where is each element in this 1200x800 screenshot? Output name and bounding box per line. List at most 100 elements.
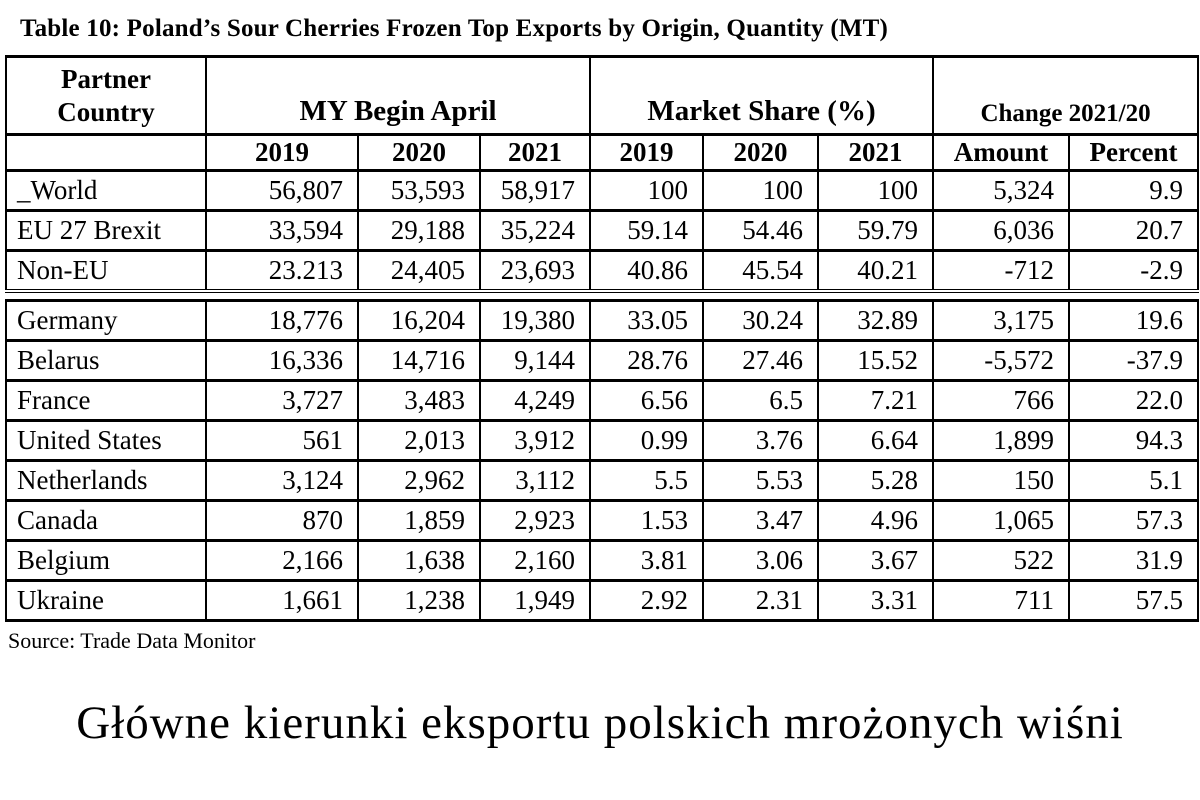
value-cell: 9.9 bbox=[1068, 169, 1200, 212]
value-cell: 59.79 bbox=[817, 209, 935, 252]
value-cell: 54.46 bbox=[702, 209, 820, 252]
summary-rows: _World 56,807 53,593 58,917 100 100 100 5,324 9.… bbox=[5, 169, 1200, 293]
value-cell: 150 bbox=[932, 458, 1070, 502]
value-cell: 28.76 bbox=[589, 338, 704, 382]
table-row: _World 56,807 53,593 58,917 100 100 100 5,324 9.… bbox=[5, 169, 1200, 212]
value-cell: 1,899 bbox=[932, 418, 1070, 462]
value-cell: 6.64 bbox=[817, 418, 934, 462]
export-table: Partner Country MY Begin April Market Sh… bbox=[5, 55, 1200, 622]
table-header-and-summary-section: Partner Country MY Begin April Market Sh… bbox=[5, 55, 1200, 293]
value-cell: 5,324 bbox=[932, 169, 1071, 212]
value-cell: -5,572 bbox=[932, 338, 1070, 382]
value-cell: 0.99 bbox=[589, 418, 704, 462]
value-cell: 24,405 bbox=[357, 249, 481, 293]
value-cell: 30.24 bbox=[702, 298, 819, 342]
table-row: Germany 18,776 16,204 19,380 33.05 30.24 32.89… bbox=[5, 298, 1199, 342]
value-cell: 20.7 bbox=[1068, 209, 1200, 252]
value-cell: 23.213 bbox=[205, 249, 359, 293]
table-row: Belgium 2,166 1,638 2,160 3.81 3.06 3.67 522 31.… bbox=[5, 538, 1199, 582]
country-cell: Canada bbox=[5, 498, 207, 542]
my-begin-april-header: MY Begin April bbox=[204, 55, 592, 136]
country-cell: Non-EU bbox=[5, 249, 207, 293]
table-row: Ukraine 1,661 1,238 1,949 2.92 2.31 3.31 711 57.… bbox=[5, 578, 1199, 622]
value-cell: 23,693 bbox=[478, 249, 592, 293]
value-cell: 6,036 bbox=[932, 209, 1071, 252]
table-row: Belarus 16,336 14,716 9,144 28.76 27.46 15.52-… bbox=[5, 338, 1199, 382]
market-share-header: Market Share (%) bbox=[589, 55, 935, 136]
value-cell: 1,638 bbox=[357, 538, 481, 582]
value-cell: -2.9 bbox=[1068, 249, 1200, 293]
country-cell: Germany bbox=[5, 298, 207, 342]
value-cell: 2.31 bbox=[702, 578, 819, 622]
value-cell: 2,166 bbox=[205, 538, 359, 582]
country-cell: Belarus bbox=[5, 338, 207, 382]
value-cell: 33.05 bbox=[589, 298, 704, 342]
value-cell: 14,716 bbox=[357, 338, 481, 382]
table-row: EU 27 Brexit 33,594 29,188 35,224 59.14 54.46… bbox=[5, 209, 1200, 252]
value-cell: 29,188 bbox=[357, 209, 481, 252]
value-cell: 6.56 bbox=[589, 378, 704, 422]
value-cell: 3.67 bbox=[817, 538, 934, 582]
table-row: United States 561 2,013 3,912 0.99 3.76 6.64 1,… bbox=[5, 418, 1199, 462]
table-row: Canada 870 1,859 2,923 1.53 3.47 4.96 1,065 57.3 bbox=[5, 498, 1199, 542]
value-cell: 711 bbox=[932, 578, 1070, 622]
table-row: France 3,727 3,483 4,249 6.56 6.5 7.21 766 22.0 bbox=[5, 378, 1199, 422]
value-cell: 3,727 bbox=[205, 378, 359, 422]
value-cell: 5.5 bbox=[589, 458, 704, 502]
year-header: 2019 bbox=[589, 133, 705, 172]
value-cell: 1,065 bbox=[932, 498, 1070, 542]
value-cell: 5.1 bbox=[1068, 458, 1199, 502]
value-cell: 22.0 bbox=[1068, 378, 1199, 422]
country-cell: _World bbox=[5, 169, 207, 212]
value-cell: 9,144 bbox=[479, 338, 591, 382]
value-cell: 100 bbox=[589, 169, 705, 212]
country-cell: Ukraine bbox=[5, 578, 207, 622]
page-title: Table 10: Poland’s Sour Cherries Frozen … bbox=[20, 15, 889, 42]
value-cell: 3,483 bbox=[357, 378, 481, 422]
table-row: Non-EU 23.213 24,405 23,693 40.86 45.54 40.21-… bbox=[5, 249, 1200, 293]
value-cell: 6.5 bbox=[702, 378, 819, 422]
value-cell: 16,336 bbox=[205, 338, 359, 382]
table-row: Netherlands 3,124 2,962 3,112 5.5 5.53 5.28 150… bbox=[5, 458, 1199, 502]
value-cell: 15.52 bbox=[817, 338, 934, 382]
value-cell: 2,013 bbox=[357, 418, 481, 462]
value-cell: 1,661 bbox=[205, 578, 359, 622]
header-year-row: 2019 2020 2021 2019 2020 2021 Amount Per… bbox=[5, 133, 1200, 172]
partner-country-header: Partner Country bbox=[5, 55, 207, 136]
value-cell: 7.21 bbox=[817, 378, 934, 422]
value-cell: 3,112 bbox=[479, 458, 591, 502]
value-cell: 3.81 bbox=[589, 538, 704, 582]
value-cell: 16,204 bbox=[357, 298, 481, 342]
year-header: 2020 bbox=[702, 133, 820, 172]
value-cell: 18,776 bbox=[205, 298, 359, 342]
value-cell: 53,593 bbox=[357, 169, 481, 212]
value-cell: 31.9 bbox=[1068, 538, 1199, 582]
year-header: 2019 bbox=[205, 133, 359, 172]
percent-header: Percent bbox=[1068, 133, 1200, 172]
value-cell: 3,124 bbox=[205, 458, 359, 502]
value-cell: 2,160 bbox=[479, 538, 591, 582]
value-cell: -712 bbox=[932, 249, 1071, 293]
value-cell: 57.5 bbox=[1068, 578, 1199, 622]
value-cell: 1,238 bbox=[357, 578, 481, 622]
amount-header: Amount bbox=[932, 133, 1071, 172]
value-cell: 33,594 bbox=[205, 209, 359, 252]
value-cell: 27.46 bbox=[702, 338, 819, 382]
country-cell: Belgium bbox=[5, 538, 207, 582]
value-cell: 3.47 bbox=[702, 498, 819, 542]
value-cell: 561 bbox=[205, 418, 359, 462]
year-header: 2021 bbox=[817, 133, 935, 172]
value-cell: 3.31 bbox=[817, 578, 934, 622]
value-cell: 3.06 bbox=[702, 538, 819, 582]
value-cell: 35,224 bbox=[478, 209, 592, 252]
value-cell: 766 bbox=[932, 378, 1070, 422]
empty-header-cell bbox=[5, 133, 207, 172]
value-cell: 3,175 bbox=[932, 298, 1070, 342]
value-cell: 2,923 bbox=[479, 498, 591, 542]
value-cell: 3.76 bbox=[702, 418, 819, 462]
value-cell: 100 bbox=[702, 169, 820, 212]
source-note: Source: Trade Data Monitor bbox=[8, 627, 256, 653]
value-cell: 3,912 bbox=[479, 418, 591, 462]
value-cell: 94.3 bbox=[1068, 418, 1199, 462]
value-cell: 100 bbox=[817, 169, 935, 212]
